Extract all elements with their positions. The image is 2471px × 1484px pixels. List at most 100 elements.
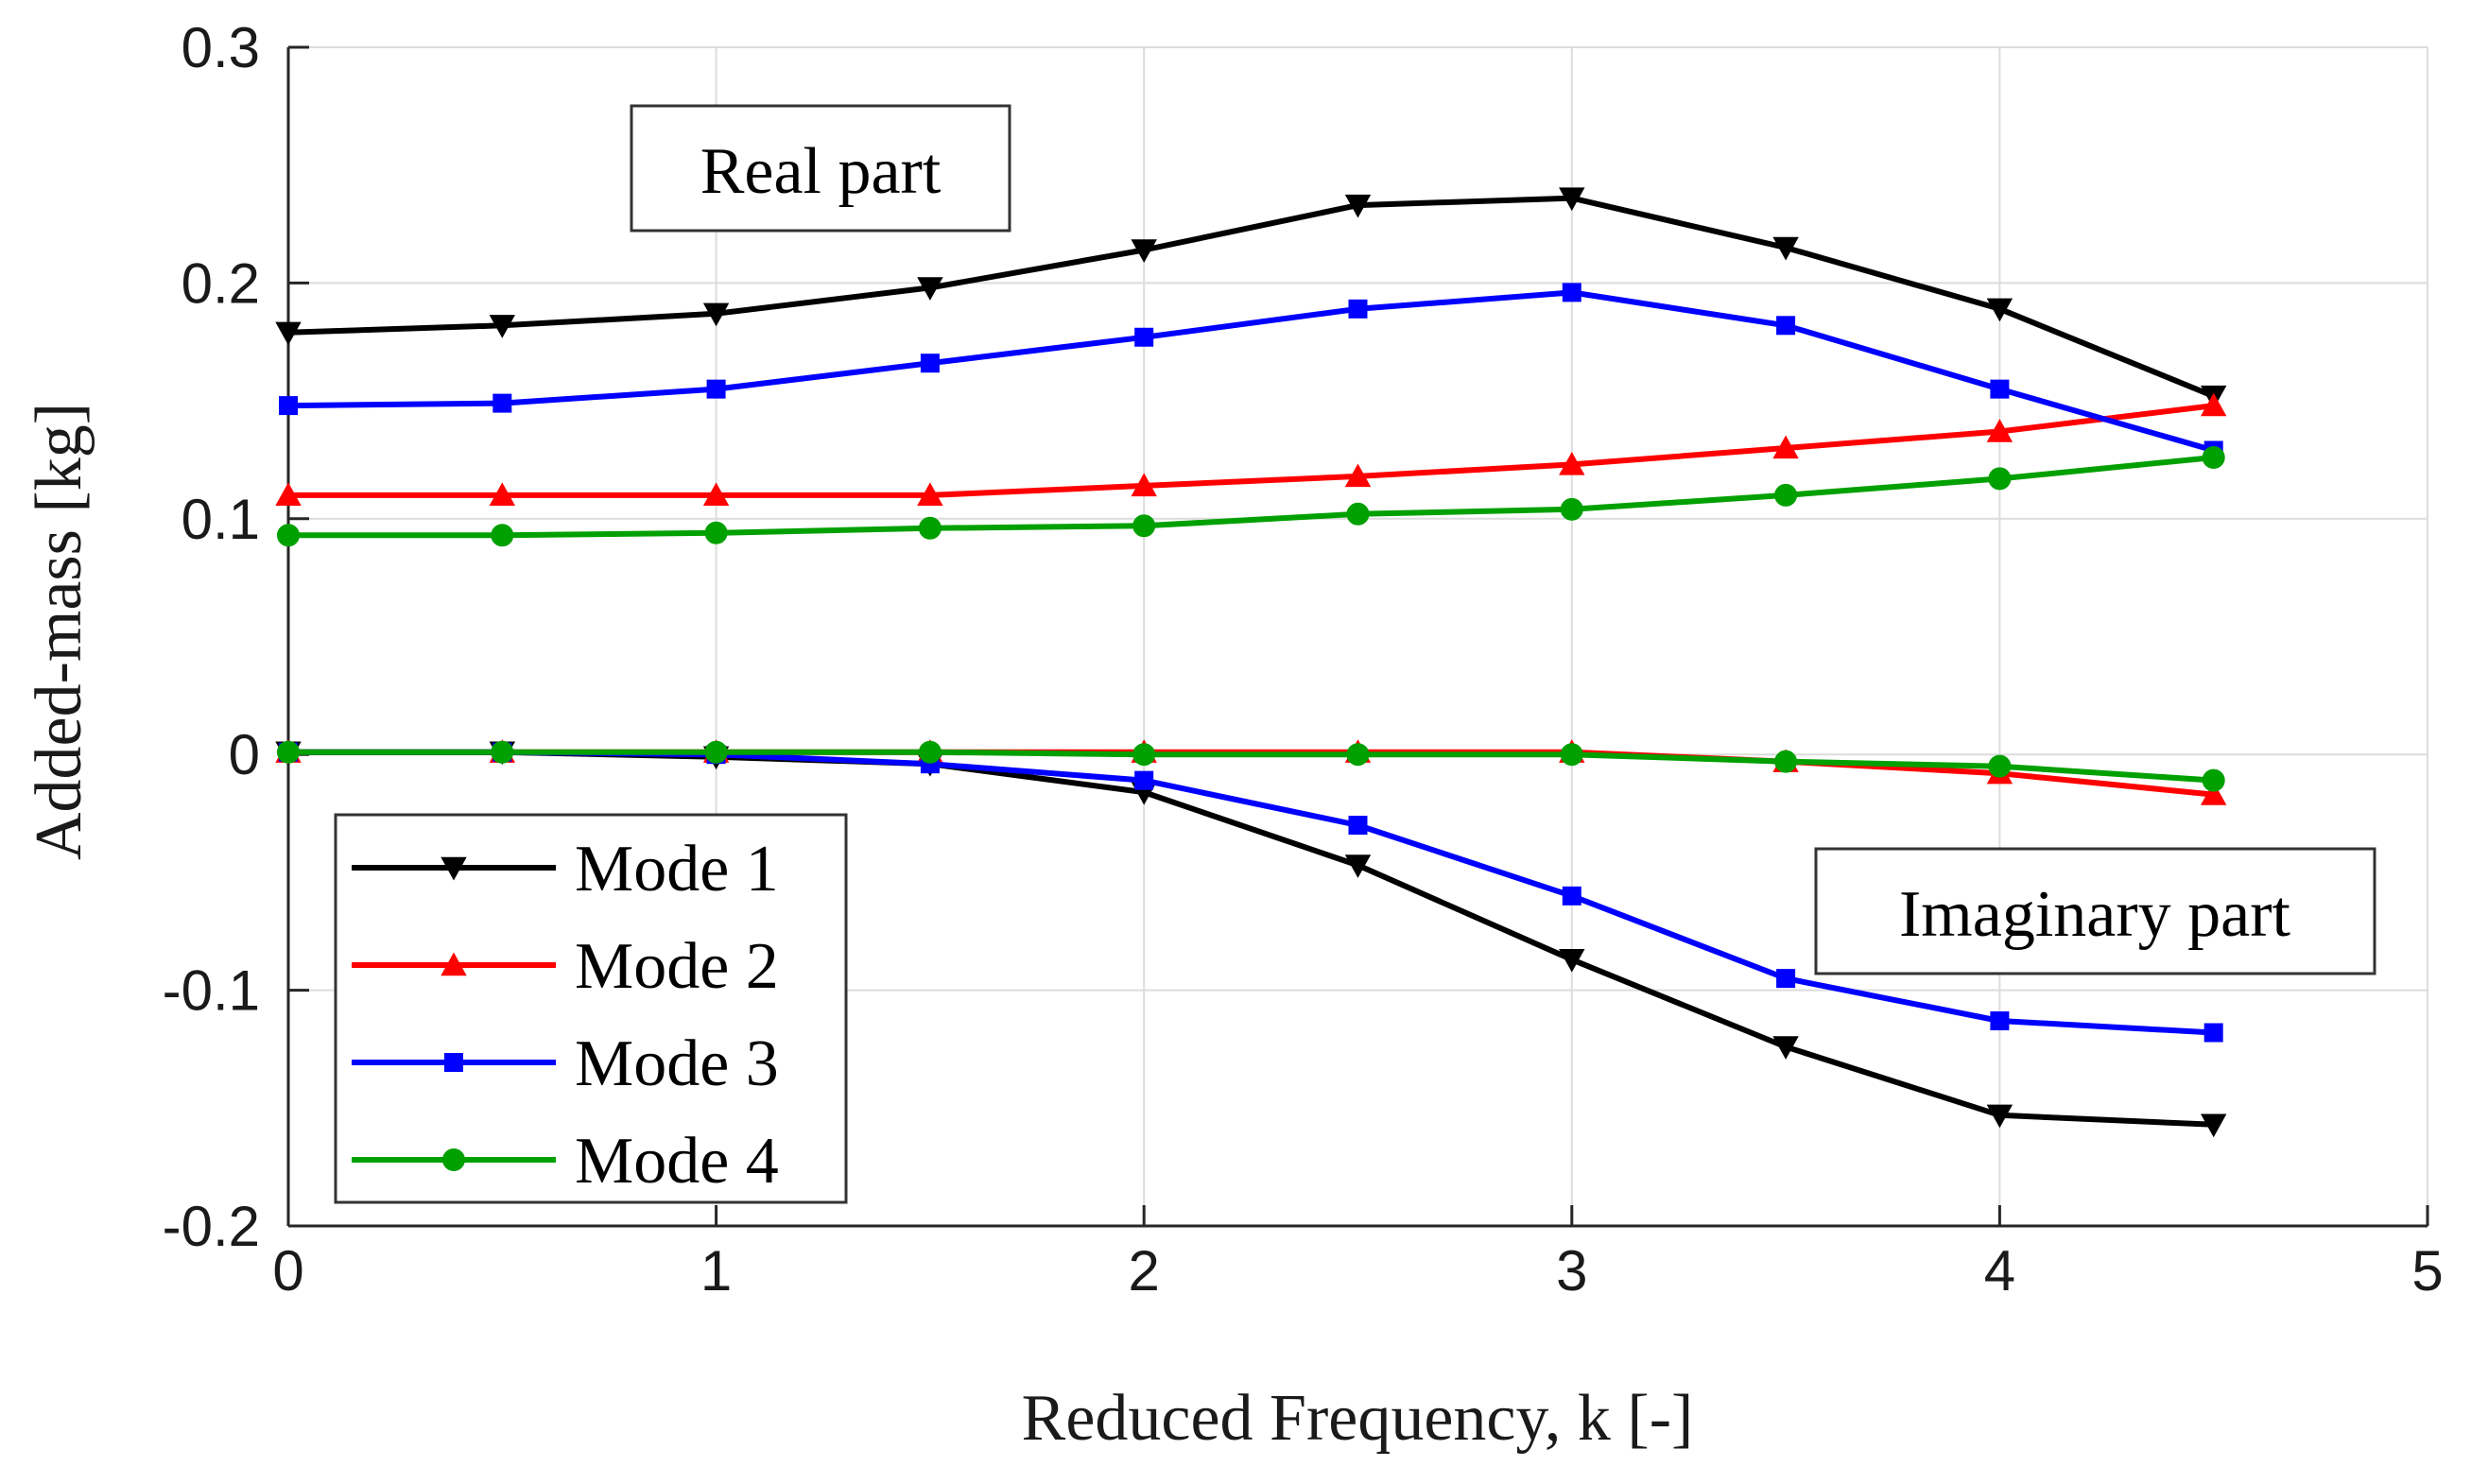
data-point-mode-4-imaginary [1346,743,1370,767]
data-point-mode-4-real [491,524,514,547]
data-point-mode-3-real [1776,316,1796,336]
legend: Mode 1 Mode 2 Mode 3 Mode 4 [334,813,848,1204]
x-tick-label: 4 [1984,1239,2015,1303]
data-point-mode-4-imaginary [704,740,728,764]
tick-labels-layer: 0 1 2 3 4 5 -0.2 -0.1 0 0.1 0.2 0.3 [163,16,2444,1303]
x-tick-label: 0 [272,1239,303,1303]
data-point-mode-4-real [1560,497,1583,521]
data-point-mode-3-real [706,379,726,399]
imaginary-part-box [1814,847,2376,975]
data-point-mode-4-imaginary [491,740,514,764]
data-point-mode-2-real [917,482,943,507]
data-point-mode-4-imaginary [1560,743,1583,767]
series-layer [275,187,2227,1138]
y-tick-label: -0.2 [163,1195,260,1258]
data-point-mode-1-real [702,302,730,327]
y-tick-label: 0.1 [181,488,260,551]
legend-item-mode-3: Mode 3 [352,1027,779,1100]
x-tick-label: 3 [1556,1239,1587,1303]
series-line-mode-1-real [287,195,2215,399]
imaginary-part-label: Imaginary part [1899,878,2291,951]
y-tick-label: -0.1 [163,959,260,1023]
data-point-mode-3-imaginary [1562,886,1581,906]
series-mode-1-real [275,187,2227,409]
data-point-mode-2-real [1344,463,1372,488]
data-point-mode-2-real [489,482,515,507]
legend-marker-mode-3 [444,1053,463,1072]
data-point-mode-3-real [492,393,512,413]
series-line-mode-3-real [287,289,2215,454]
data-point-mode-4-real [2202,445,2225,469]
data-point-mode-4-imaginary [2202,768,2225,792]
data-point-mode-2-real [1986,419,2013,442]
data-point-mode-1-real [1986,298,2013,322]
data-point-mode-4-real [1132,514,1156,538]
series-line-mode-2-real [288,403,2215,498]
legend-label-mode-3: Mode 3 [575,1027,779,1100]
y-tick-label: 0 [229,723,260,786]
data-point-mode-3-real [1134,327,1154,347]
x-tick-label: 1 [700,1239,732,1303]
data-point-mode-1-real [1559,187,1585,212]
data-point-mode-1-real [275,321,302,346]
legend-entries: Mode 1 Mode 2 Mode 3 Mode 4 [352,833,779,1198]
real-part-box [630,104,1011,233]
data-point-mode-3-imaginary [1134,770,1154,790]
legend-label-mode-2: Mode 2 [575,930,779,1003]
legend-box [334,813,848,1204]
y-axis-title: Added-mass [kg] [23,403,95,860]
y-tick-label: 0.2 [181,251,260,315]
data-point-mode-4-imaginary [1988,754,2012,778]
data-point-mode-3-imaginary [1776,969,1796,989]
data-point-mode-4-real [277,524,300,547]
legend-label-mode-4: Mode 4 [575,1125,779,1198]
data-point-mode-3-real [1348,299,1368,319]
data-point-mode-2-real [2201,392,2227,417]
data-point-mode-1-real [1772,236,1799,261]
real-part-annotation: Real part [630,104,1011,233]
data-point-mode-3-imaginary [1990,1011,2010,1031]
data-point-mode-1-real [489,315,515,338]
x-axis-title: Reduced Frequency, k [-] [1022,1382,1694,1455]
data-point-mode-3-real [920,354,940,373]
x-tick-label: 5 [2411,1239,2443,1303]
data-point-mode-1-real [1131,239,1157,263]
legend-item-mode-2: Mode 2 [352,930,779,1003]
data-point-mode-3-real [1562,283,1581,302]
imaginary-part-annotation: Imaginary part [1814,847,2376,975]
legend-marker-mode-4 [442,1148,465,1171]
data-point-mode-1-imaginary [1559,948,1585,973]
legend-label-mode-1: Mode 1 [575,833,779,906]
data-point-mode-1-real [917,277,943,301]
data-point-mode-4-imaginary [1774,750,1798,773]
data-point-mode-2-imaginary [2201,782,2227,805]
series-line-mode-4-real [288,455,2214,539]
series-line-mode-4-imaginary [288,749,2214,784]
data-point-mode-2-real [1131,473,1157,497]
legend-marker-mode-2 [441,952,467,976]
data-point-mode-4-imaginary [277,740,300,764]
data-point-mode-3-imaginary [1348,816,1368,836]
legend-item-mode-1: Mode 1 [352,833,779,906]
data-point-mode-3-real [1990,379,2010,399]
legend-marker-mode-1 [441,856,467,881]
data-point-mode-3-real [279,396,298,416]
data-point-mode-2-real [702,482,730,507]
data-point-mode-2-real [1772,435,1799,459]
data-point-mode-1-imaginary [1344,854,1372,878]
y-tick-label: 0.3 [181,16,260,79]
data-point-mode-1-imaginary [1986,1104,2013,1129]
x-tick-label: 2 [1129,1239,1160,1303]
data-point-mode-1-imaginary [1772,1036,1799,1060]
data-point-mode-1-imaginary [2201,1113,2227,1138]
real-part-label: Real part [700,135,942,208]
series-mode-4-real [277,445,2225,547]
series-mode-4-imaginary [277,740,2225,792]
data-point-mode-4-real [1774,483,1798,507]
data-point-mode-3-imaginary [2203,1023,2223,1043]
data-point-mode-4-real [1988,467,2012,491]
legend-item-mode-4: Mode 4 [352,1125,779,1198]
data-point-mode-4-imaginary [918,740,942,764]
